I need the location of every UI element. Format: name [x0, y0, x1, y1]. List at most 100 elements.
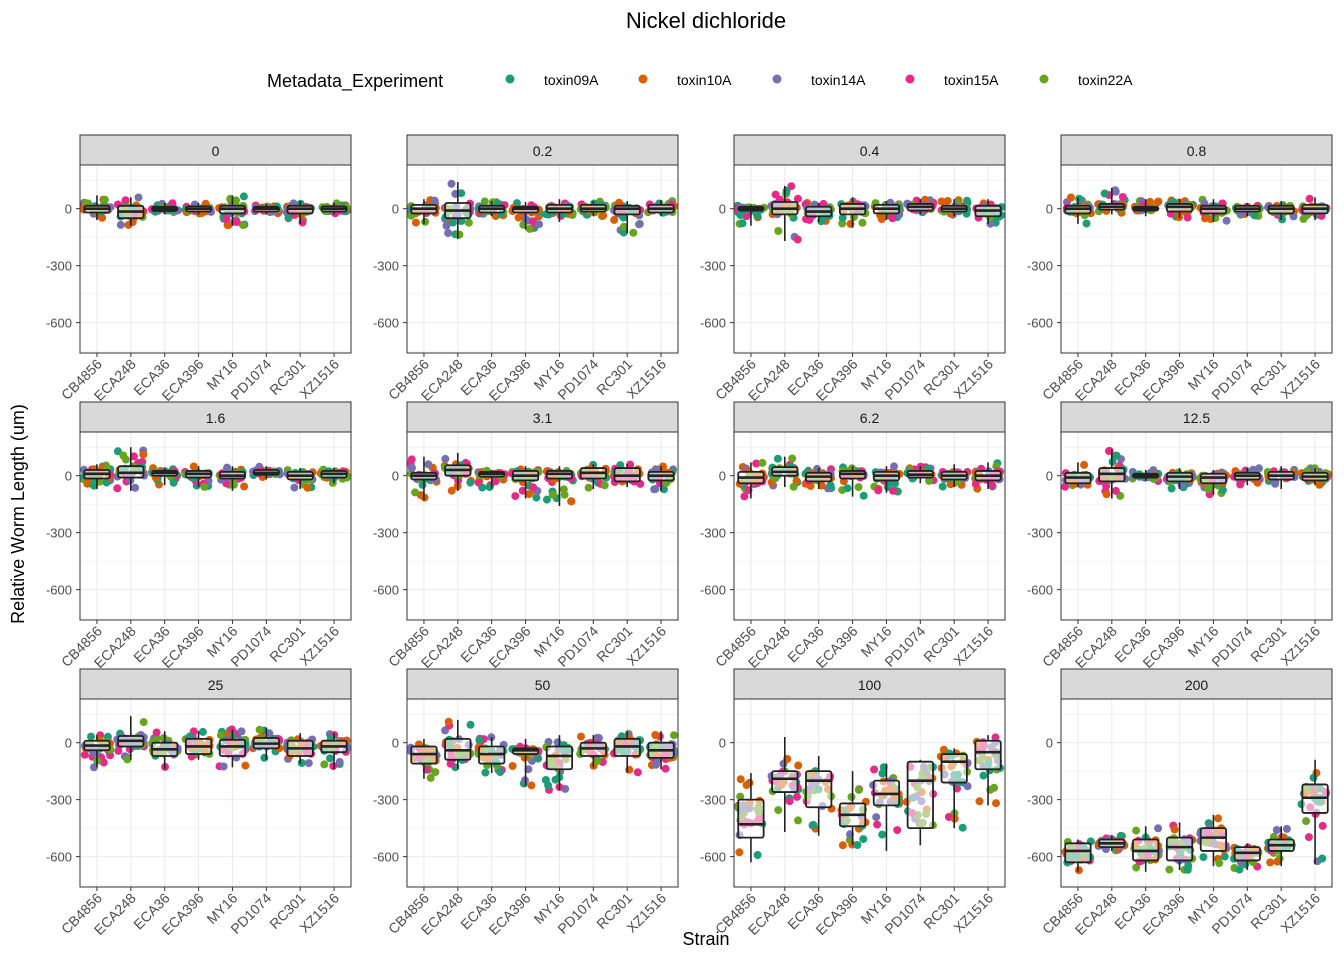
y-tick-label: -300: [46, 526, 72, 541]
data-point: [113, 484, 122, 493]
data-point: [1100, 189, 1109, 198]
data-point: [525, 490, 534, 499]
data-point: [121, 196, 130, 205]
legend-label: toxin10A: [677, 72, 732, 88]
data-point: [843, 484, 852, 493]
data-point: [838, 213, 847, 222]
data-point: [1146, 197, 1154, 206]
data-point: [449, 218, 457, 227]
data-point: [480, 197, 489, 206]
data-point: [237, 727, 246, 736]
x-axis-title: Strain: [682, 929, 729, 949]
data-point: [1111, 187, 1120, 196]
panel-background: [80, 165, 351, 353]
data-point: [992, 799, 1000, 808]
facet-panel: 100CB4856ECA248ECA36ECA396MY16PD1074RC30…: [700, 668, 1006, 938]
facet-strip: [79, 134, 352, 166]
facet-label: 1.6: [206, 410, 226, 426]
y-tick-label: -300: [373, 259, 399, 274]
facet-strip: [406, 134, 679, 166]
y-tick-label: -600: [1027, 850, 1053, 865]
box: [737, 798, 765, 839]
data-point: [304, 759, 313, 768]
facet-panel: 0.2CB4856ECA248ECA36ECA396MY16PD1074RC30…: [373, 134, 679, 404]
data-point: [329, 762, 338, 771]
y-tick-label: 0: [65, 469, 72, 484]
y-tick-label: -600: [46, 583, 72, 598]
data-point: [853, 841, 862, 849]
data-point: [629, 228, 638, 237]
data-point: [584, 483, 593, 492]
data-point: [303, 483, 312, 492]
data-point: [152, 728, 161, 737]
data-point: [444, 229, 453, 237]
data-point: [430, 196, 439, 205]
facet-label: 200: [1185, 677, 1209, 693]
data-point: [239, 192, 248, 201]
y-tick-label: 0: [719, 736, 726, 751]
data-point: [870, 765, 879, 774]
facet-panel: 0CB4856ECA248ECA36ECA396MY16PD1074RC301X…: [46, 134, 352, 404]
data-point: [260, 753, 269, 762]
data-point: [1102, 490, 1111, 499]
y-tick-label: -600: [1027, 316, 1053, 331]
data-point: [1183, 213, 1192, 222]
panel-border: [1060, 164, 1333, 354]
data-point: [441, 454, 450, 463]
panel-background: [80, 432, 351, 620]
data-point: [971, 480, 980, 489]
y-tick-label: -300: [46, 259, 72, 274]
data-point: [1255, 464, 1263, 473]
data-point: [1118, 193, 1127, 201]
y-tick-label: -600: [46, 850, 72, 865]
data-point: [198, 727, 207, 736]
y-tick-label: -300: [373, 793, 399, 808]
data-point: [878, 830, 887, 839]
data-point: [937, 197, 946, 206]
data-point: [411, 218, 420, 227]
data-point: [889, 486, 897, 495]
y-tick-label: 0: [1046, 202, 1053, 217]
data-point: [651, 731, 660, 739]
data-point: [659, 485, 668, 494]
data-point: [650, 485, 659, 494]
legend: Metadata_Experiment toxin09A toxin10A toxi…: [267, 71, 1133, 92]
data-point: [297, 759, 306, 767]
panel-border: [733, 164, 1006, 354]
data-point: [87, 732, 95, 741]
data-point: [424, 460, 433, 469]
data-point: [774, 806, 783, 815]
y-tick-label: -300: [700, 793, 726, 808]
facet-panel: 0.4CB4856ECA248ECA36ECA396MY16PD1074RC30…: [700, 134, 1006, 404]
legend-label: toxin14A: [811, 72, 866, 88]
data-point: [753, 212, 762, 221]
y-tick-label: -600: [46, 316, 72, 331]
box: [1165, 836, 1194, 862]
y-axis-title: Relative Worm Length (um): [8, 404, 28, 624]
y-tick-label: 0: [1046, 469, 1053, 484]
data-point: [232, 218, 241, 226]
data-point: [1222, 216, 1231, 225]
data-point: [119, 451, 128, 460]
y-tick-label: -300: [1027, 526, 1053, 541]
data-point: [1273, 857, 1282, 866]
data-point: [1236, 480, 1245, 489]
data-point: [1304, 833, 1313, 842]
facet-label: 25: [208, 677, 224, 693]
box: [1199, 827, 1228, 852]
y-tick-label: -300: [1027, 259, 1053, 274]
data-point: [1266, 858, 1275, 867]
data-point: [189, 462, 198, 471]
data-point: [1235, 865, 1244, 874]
data-point: [877, 215, 886, 223]
data-point: [1289, 212, 1298, 221]
data-point: [633, 768, 642, 777]
data-point: [854, 483, 863, 492]
data-point: [1302, 817, 1311, 826]
facet-panel: 200CB4856ECA248ECA36ECA396MY16PD1074RC30…: [1027, 668, 1333, 938]
facet-label: 50: [535, 677, 551, 693]
data-point: [442, 221, 451, 230]
data-point: [859, 491, 868, 500]
data-point: [1318, 854, 1327, 863]
data-point: [98, 213, 107, 222]
